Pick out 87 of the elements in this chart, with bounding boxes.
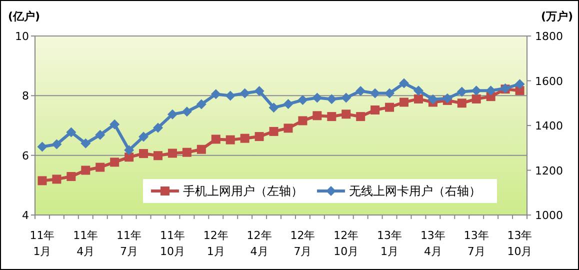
legend-label: 无线上网卡用户（右轴） — [349, 184, 481, 198]
point — [139, 149, 148, 158]
point — [110, 119, 120, 130]
point — [298, 116, 308, 126]
x-tick-label: 13年 4月 — [420, 229, 446, 258]
x-tick-label: 11年 10月 — [160, 229, 185, 258]
point — [414, 94, 423, 104]
point — [254, 132, 264, 142]
y-tick-label: 4 — [22, 209, 29, 222]
point — [52, 139, 62, 150]
point — [284, 124, 293, 133]
point — [254, 86, 264, 96]
x-tick-label: 12年 10月 — [334, 229, 359, 258]
point — [182, 106, 192, 117]
y2-tick-label: 1400 — [535, 120, 563, 132]
point — [80, 138, 91, 148]
x-tick-label: 13年 7月 — [464, 229, 489, 258]
point — [312, 92, 322, 103]
point — [384, 88, 395, 98]
point — [370, 105, 380, 114]
point — [124, 152, 134, 162]
point — [457, 98, 466, 108]
point — [342, 110, 351, 119]
point — [124, 145, 134, 156]
point — [298, 94, 308, 105]
point — [153, 122, 163, 133]
legend-label: 手机上网用户（左轴） — [183, 184, 303, 198]
point — [225, 90, 236, 101]
point — [168, 148, 177, 158]
point — [240, 88, 250, 98]
x-tick-label: 12年 1月 — [203, 229, 228, 258]
y-tick-label: 6 — [22, 149, 29, 162]
point — [95, 130, 106, 140]
y-tick-label: 8 — [22, 90, 29, 103]
point — [38, 176, 47, 186]
y2-tick-label: 1600 — [535, 74, 563, 88]
point — [196, 144, 206, 154]
point — [167, 109, 178, 120]
point — [182, 148, 192, 157]
point — [399, 78, 409, 88]
point — [96, 162, 105, 172]
point — [196, 99, 206, 110]
x-tick-label: 13年 1月 — [377, 229, 402, 258]
point — [66, 172, 76, 182]
point — [37, 142, 48, 152]
point — [486, 86, 496, 96]
x-tick-label: 11年 7月 — [116, 229, 142, 258]
point — [240, 134, 250, 143]
point — [66, 127, 76, 138]
point — [356, 86, 366, 96]
point — [327, 112, 336, 122]
point — [312, 111, 322, 120]
x-tick-label: 12年 7月 — [290, 229, 316, 258]
point — [52, 174, 62, 184]
point — [428, 94, 438, 104]
point — [472, 94, 481, 104]
point — [210, 89, 221, 100]
point — [81, 166, 90, 175]
point — [341, 92, 352, 103]
x-tick-label: 11年 1月 — [30, 229, 55, 258]
point — [456, 86, 467, 97]
x-tick-label: 13年 10月 — [507, 229, 532, 258]
x-tick-label: 11年 4月 — [73, 229, 98, 258]
point — [138, 132, 149, 142]
point — [268, 102, 279, 113]
point — [226, 135, 235, 144]
point — [269, 126, 278, 136]
y2-tick-label: 1800 — [535, 30, 563, 43]
point — [514, 79, 525, 90]
point — [400, 98, 408, 107]
y2-tick-label: 1000 — [535, 209, 563, 222]
point — [370, 88, 380, 98]
point — [154, 151, 162, 160]
point — [211, 134, 220, 144]
point — [110, 158, 120, 167]
point — [413, 86, 424, 96]
point — [326, 94, 337, 104]
point — [356, 112, 366, 122]
y-tick-label: 10 — [15, 30, 29, 43]
y2-tick-label: 1200 — [535, 164, 563, 178]
y2-axis-title: (万户) — [540, 10, 573, 23]
point — [385, 102, 394, 112]
y-axis-title: (亿户) — [8, 10, 40, 23]
point — [442, 93, 452, 104]
point — [471, 86, 482, 96]
point — [283, 99, 294, 110]
x-tick-label: 12年 4月 — [246, 229, 272, 258]
